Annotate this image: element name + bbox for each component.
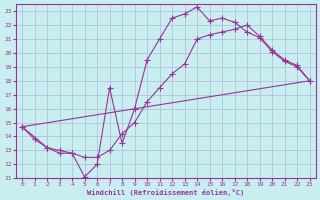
X-axis label: Windchill (Refroidissement éolien,°C): Windchill (Refroidissement éolien,°C) [87, 189, 244, 196]
